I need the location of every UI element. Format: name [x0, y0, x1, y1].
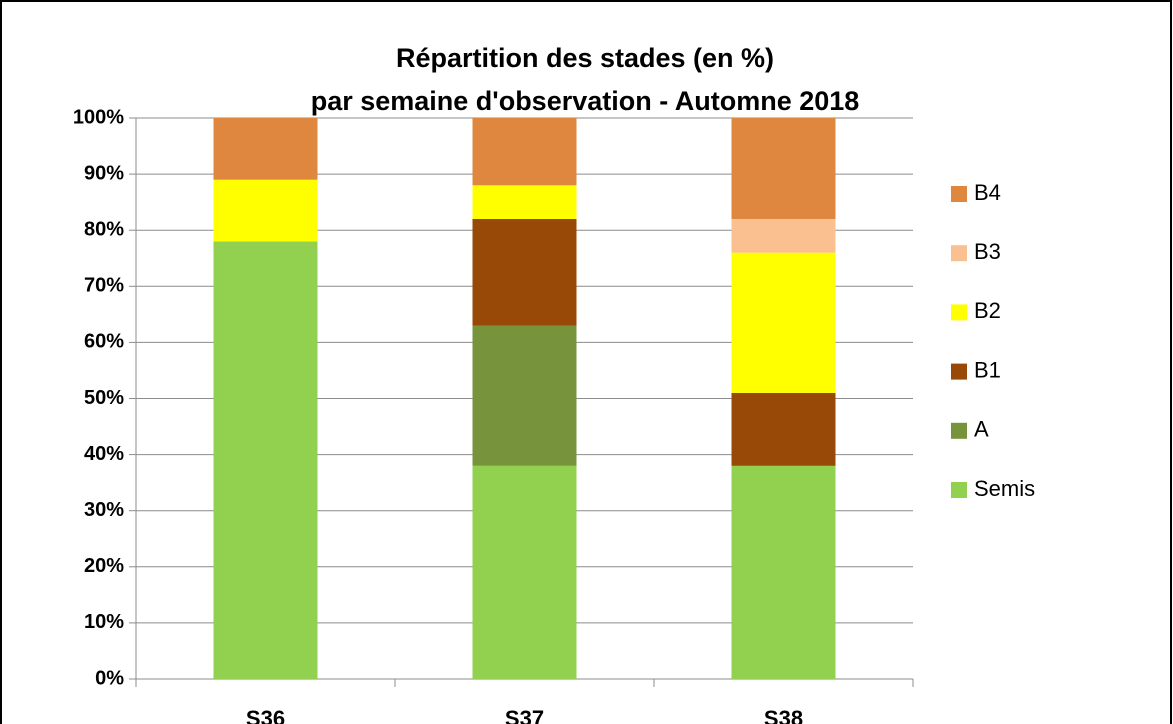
y-tick-label: 50% [84, 387, 124, 409]
bar-segment [472, 118, 577, 186]
legend-swatch [951, 482, 967, 498]
bar-segment [731, 252, 836, 393]
bar-segment [731, 118, 836, 219]
legend-label: B2 [974, 298, 1001, 323]
x-tick-label: S38 [764, 706, 803, 724]
legend-swatch [951, 422, 967, 439]
legend-label: B4 [974, 180, 1001, 205]
legend-label: B1 [974, 357, 1001, 382]
bar-segment [731, 392, 836, 466]
chart-title: Répartition des stades (en %) [396, 43, 774, 73]
legend-label: A [974, 417, 989, 442]
bar-segment [213, 118, 318, 180]
y-tick-label: 100% [73, 106, 124, 128]
bar-segment [472, 465, 577, 679]
y-tick-label: 40% [84, 443, 124, 465]
y-tick-label: 20% [84, 555, 124, 577]
y-tick-label: 0% [95, 667, 124, 689]
bar-segment [472, 218, 577, 326]
legend-swatch [951, 186, 967, 202]
y-tick-label: 30% [84, 499, 124, 521]
x-tick-label: S37 [505, 706, 544, 724]
bar-segment [213, 241, 318, 680]
bar-segment [472, 185, 577, 219]
bar-segment [731, 218, 836, 253]
bar-segment [472, 325, 577, 466]
legend-swatch [951, 245, 967, 262]
bar-segment [731, 465, 836, 679]
y-tick-label: 60% [84, 331, 124, 353]
chart-subtitle: par semaine d'observation - Automne 2018 [311, 86, 860, 116]
legend-swatch [951, 363, 967, 380]
legend-label: B3 [974, 239, 1001, 264]
legend-swatch [951, 304, 967, 321]
y-tick-label: 90% [84, 162, 124, 184]
x-tick-label: S36 [246, 706, 285, 724]
y-tick-label: 70% [84, 275, 124, 297]
y-tick-label: 80% [84, 218, 124, 240]
bar-segment [213, 179, 318, 242]
legend-label: Semis [974, 476, 1035, 501]
y-tick-label: 10% [84, 611, 124, 633]
